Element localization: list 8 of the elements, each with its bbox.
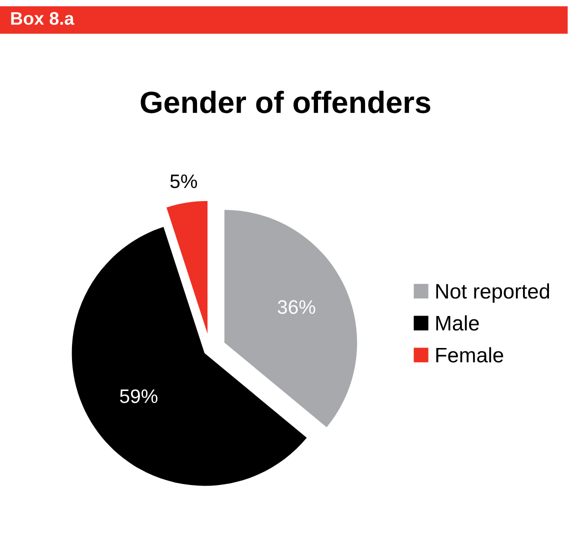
data-label: 36% bbox=[278, 300, 316, 314]
data-label: 59% bbox=[120, 389, 158, 404]
chart-title: Gender of offenders bbox=[140, 90, 430, 114]
legend-label: Female bbox=[436, 347, 504, 363]
legend-label: Not reported bbox=[436, 283, 550, 303]
data-label: 5% bbox=[170, 174, 197, 188]
legend-label: Male bbox=[436, 315, 479, 331]
text: Box 8.a bbox=[11, 12, 74, 25]
